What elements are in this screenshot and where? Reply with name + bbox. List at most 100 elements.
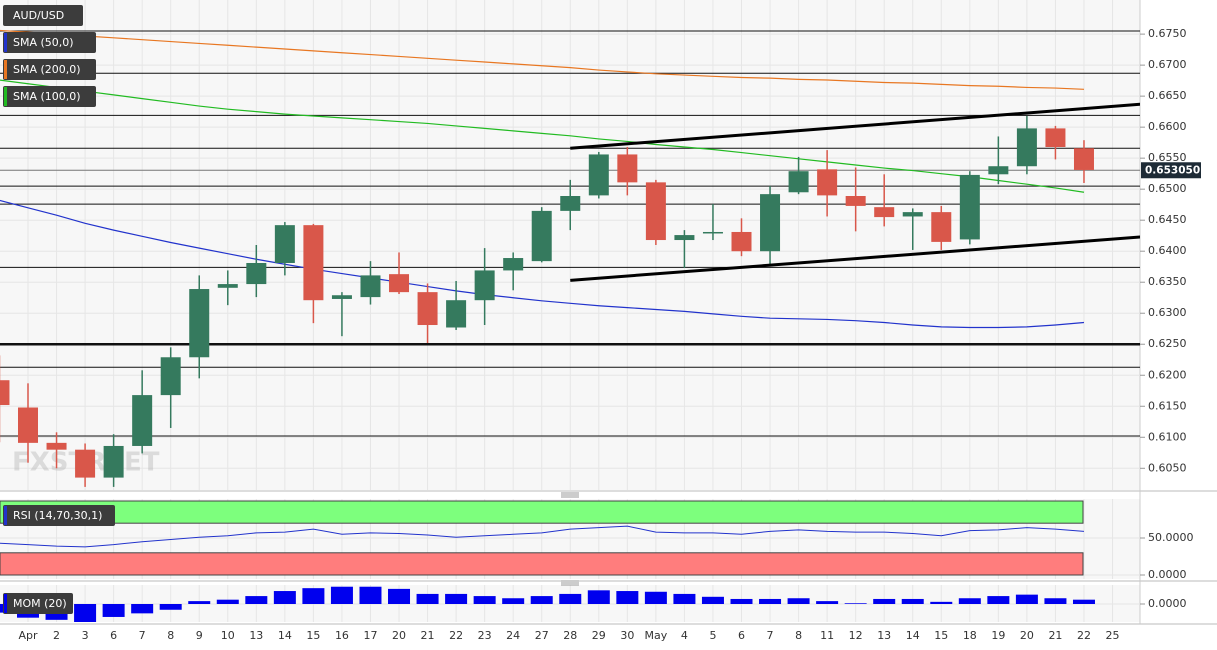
candle-body <box>760 194 781 252</box>
legend-box <box>3 32 96 53</box>
legend-label: SMA (50,0) <box>13 36 74 49</box>
mom-bar <box>644 591 667 604</box>
mom-bar <box>388 588 411 604</box>
y-tick-label: 0.6550 <box>1148 151 1187 164</box>
candle-body <box>931 212 952 242</box>
sma-line <box>0 79 1085 193</box>
candle-body <box>0 380 10 406</box>
mom-bar <box>416 593 439 604</box>
overlay: Apr 2 3 6 7 8 9 10 13 14 15 16 17 20 21 22 23 24 27 28 29 30 M… <box>3 5 1201 642</box>
legend-swatch <box>4 33 7 52</box>
mom-bar <box>1015 594 1038 604</box>
y-tick-label: 0.6450 <box>1148 213 1187 226</box>
legend-swatch <box>4 594 7 613</box>
candle-body <box>417 292 438 326</box>
mom-bar <box>1044 598 1067 604</box>
candle-body <box>160 357 181 396</box>
x-tick-label: 2 <box>53 629 60 642</box>
candle-body <box>874 207 895 218</box>
x-tick-label: 27 <box>535 629 549 642</box>
y-tick-label: 0.6200 <box>1148 368 1187 381</box>
mom-bar <box>159 604 182 610</box>
mom-bar <box>901 598 924 604</box>
x-tick-label: 8 <box>795 629 802 642</box>
x-tick-label: 16 <box>335 629 349 642</box>
trend-line <box>570 235 1140 282</box>
legend-box <box>3 59 96 80</box>
y-tick-label: 0.6100 <box>1148 430 1187 443</box>
candle-body <box>217 284 238 288</box>
candle-body <box>1045 128 1066 147</box>
candle-body <box>474 270 495 301</box>
candle-body <box>389 274 410 293</box>
legend-box <box>3 86 96 107</box>
mom-bar <box>958 598 981 604</box>
x-tick-label: 14 <box>278 629 292 642</box>
x-tick-label: 9 <box>196 629 203 642</box>
candle-body <box>988 166 1009 175</box>
mom-bar <box>730 598 753 604</box>
candle-body <box>531 210 552 262</box>
x-tick-label: May <box>645 629 668 642</box>
x-tick-label: 6 <box>738 629 745 642</box>
mom-bar <box>245 596 268 604</box>
x-tick-label: 30 <box>620 629 634 642</box>
y-tick-label: 0.6350 <box>1148 275 1187 288</box>
legend-box <box>3 5 83 26</box>
candle-body <box>588 154 609 196</box>
mom-bar <box>816 601 839 604</box>
candle-body <box>731 231 752 252</box>
x-tick-label: 21 <box>1048 629 1062 642</box>
x-tick-label: 29 <box>592 629 606 642</box>
mom-bar <box>445 593 468 604</box>
y-tick-label: 0.6300 <box>1148 306 1187 319</box>
candle-body <box>331 295 352 299</box>
mom-bar <box>530 596 553 604</box>
last-price-box <box>1141 162 1201 179</box>
candle-body <box>303 225 324 301</box>
candle-body <box>103 445 124 478</box>
mom-bar <box>273 591 296 604</box>
mom-bar <box>330 586 353 604</box>
candle-body <box>132 395 153 446</box>
legend-box <box>3 593 73 614</box>
candle-body <box>674 235 695 241</box>
x-tick-label: 17 <box>363 629 377 642</box>
x-tick-label: 5 <box>709 629 716 642</box>
candle-body <box>1073 148 1094 170</box>
mom-bar <box>216 599 239 604</box>
sma-line <box>0 29 1085 90</box>
mom-bar <box>701 596 724 604</box>
candle-body <box>702 231 723 234</box>
y-tick-label: 0.0000 <box>1148 568 1187 581</box>
candle-body <box>503 258 524 271</box>
mom-bar <box>873 598 896 604</box>
x-tick-label: 8 <box>167 629 174 642</box>
y-tick-label: 0.6400 <box>1148 244 1187 257</box>
candle-body <box>1016 128 1037 167</box>
x-tick-label: 3 <box>82 629 89 642</box>
mom-bar <box>844 603 867 604</box>
y-tick-label: 0.6050 <box>1148 461 1187 474</box>
mom-bar <box>473 596 496 604</box>
mom-bar <box>616 591 639 604</box>
x-tick-label: 20 <box>1020 629 1034 642</box>
candle-body <box>360 275 381 298</box>
y-tick-label: 0.6600 <box>1148 120 1187 133</box>
legend-label: MOM (20) <box>13 597 67 610</box>
mom-bar <box>188 601 211 604</box>
y-tick-label: 0.6650 <box>1148 89 1187 102</box>
mom-bar <box>987 596 1010 604</box>
mom-bar <box>102 604 125 617</box>
x-tick-label: 28 <box>563 629 577 642</box>
candle-body <box>46 442 67 450</box>
y-tick-label: 0.0000 <box>1148 597 1187 610</box>
x-tick-label: 15 <box>306 629 320 642</box>
candle-body <box>788 171 809 193</box>
x-tick-label: 4 <box>681 629 688 642</box>
legend-swatch <box>4 87 7 106</box>
last-price-label: 0.653050 <box>1145 164 1200 176</box>
mom-bar <box>74 604 97 622</box>
legend-box <box>3 505 115 526</box>
